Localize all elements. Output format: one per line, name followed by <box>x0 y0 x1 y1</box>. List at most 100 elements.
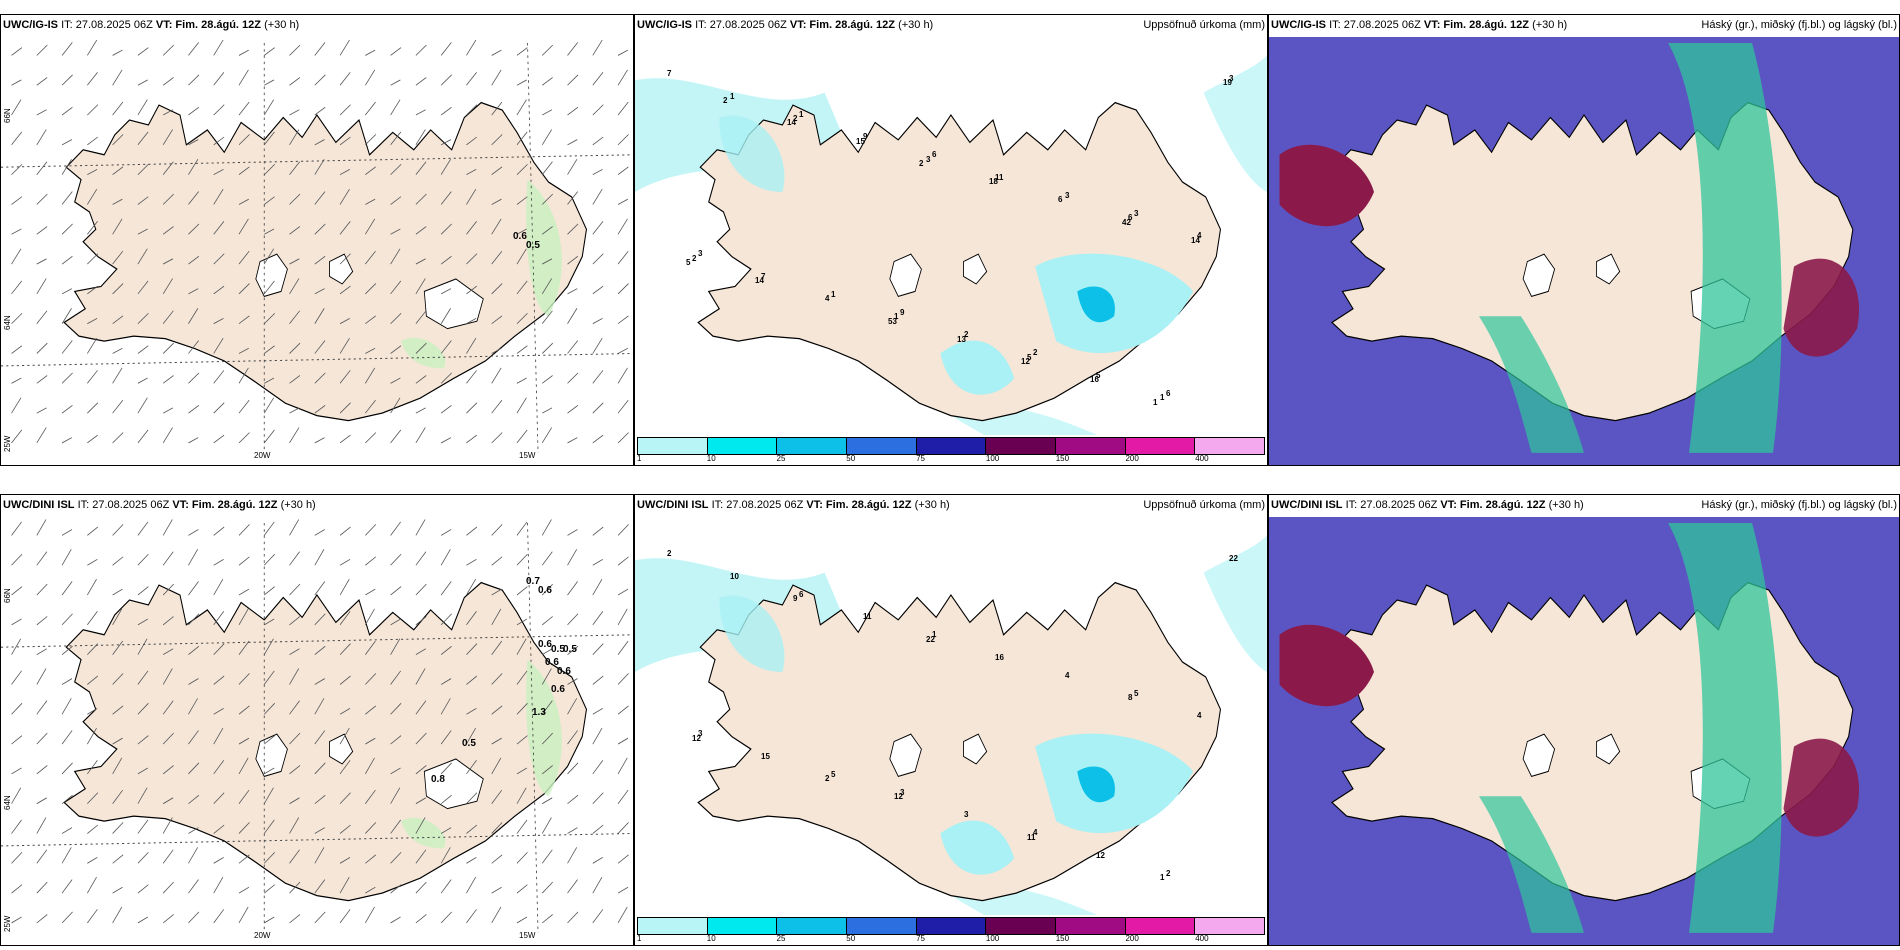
wind-barb <box>112 640 123 655</box>
wind-barb <box>112 315 124 325</box>
wind-barb <box>542 77 553 86</box>
model-name: UWC/DINI ISL <box>1271 499 1343 511</box>
wind-barb <box>61 581 73 596</box>
wind-barb <box>87 370 98 384</box>
wind-barb <box>188 879 199 894</box>
wind-barb <box>137 228 148 235</box>
wind-barb <box>592 610 604 626</box>
wind-barb <box>264 586 275 596</box>
wind-barb <box>263 819 275 834</box>
cloud-high-area <box>1279 144 1374 227</box>
legend-color-swatch <box>707 918 778 934</box>
wind-barb <box>390 916 401 924</box>
wind-barb <box>466 434 477 444</box>
precip-value-label: 2 <box>825 774 830 783</box>
wind-barb <box>617 757 628 775</box>
wind-barb <box>491 640 503 655</box>
panel-header: UWC/DINI ISL IT: 27.08.2025 06Z VT: Fim.… <box>1269 495 1899 520</box>
wind-barb <box>415 375 427 384</box>
wind-barb <box>617 315 629 325</box>
wind-barb <box>289 519 300 536</box>
wind-barb <box>516 248 527 265</box>
wind-barb <box>87 578 97 596</box>
precip-value-label: 7 <box>761 272 766 281</box>
wind-barb <box>491 166 503 176</box>
wind-barb <box>567 581 578 596</box>
wind-barb <box>466 824 478 834</box>
wind-barb <box>137 521 149 536</box>
wind-barb <box>61 139 72 146</box>
wind-barb <box>592 370 604 384</box>
wind-barb <box>11 521 22 536</box>
precip-value-label: 6 <box>799 590 804 599</box>
wind-barb <box>390 429 402 444</box>
wind-barb <box>516 735 528 745</box>
wind-barb <box>213 71 225 86</box>
wind-barb <box>188 340 199 354</box>
wind-barb <box>466 370 477 384</box>
wind-barb <box>592 857 603 864</box>
wind-barb <box>491 906 502 924</box>
wind-barb <box>339 285 351 295</box>
wind-barb <box>61 308 72 324</box>
wind-barb <box>87 876 97 894</box>
wind-barb <box>339 610 351 626</box>
wind-barb <box>390 521 401 536</box>
wind-barb <box>390 397 401 414</box>
wind-barb <box>415 817 426 834</box>
wind-barb <box>238 588 250 596</box>
wind-barb <box>213 188 224 205</box>
wind-barb <box>592 402 604 414</box>
wind-barb <box>61 74 73 86</box>
map-panel-wind: UWC/DINI ISL IT: 27.08.2025 06Z VT: Fim.… <box>0 494 634 946</box>
wind-barb <box>36 129 47 146</box>
wind-barb <box>112 198 123 205</box>
wind-barb <box>213 337 224 354</box>
map-panel-cloud: UWC/IG-IS IT: 27.08.2025 06Z VT: Fim. 28… <box>1268 14 1900 466</box>
wind-barb <box>137 702 149 715</box>
wind-barb <box>567 827 578 834</box>
wind-barb <box>112 283 124 295</box>
precip-value-label: 2 <box>692 254 697 263</box>
wind-barb <box>339 675 351 685</box>
precip-value-label: 3 <box>964 810 969 819</box>
legend-color-swatch <box>638 438 708 454</box>
wind-barb <box>36 407 47 414</box>
wind-barb <box>617 673 629 685</box>
map-canvas <box>635 535 1267 933</box>
wind-barb <box>314 794 326 805</box>
model-name: UWC/DINI ISL <box>637 499 709 511</box>
wind-barb <box>87 39 98 56</box>
wind-barb <box>213 824 225 834</box>
wind-barb <box>491 399 503 414</box>
wind-barb <box>440 372 452 384</box>
wind-barb <box>162 849 174 864</box>
wind-barb <box>542 258 553 265</box>
wind-barb <box>516 586 528 596</box>
precip-value-label: 13 <box>957 335 966 344</box>
lat-label: 66N <box>3 588 12 603</box>
wind-barb <box>466 675 478 685</box>
wind-barb <box>415 648 427 656</box>
graticule-line <box>527 522 539 933</box>
wind-barb <box>213 526 225 536</box>
wind-barb <box>390 553 402 566</box>
wind-barb <box>162 797 174 805</box>
wind-barb <box>137 735 149 745</box>
wind-barb <box>542 342 554 354</box>
lead-time: (+30 h) <box>898 19 934 31</box>
wind-barb <box>516 819 528 834</box>
wind-barb <box>61 191 73 205</box>
wind-barb <box>491 198 502 205</box>
wind-value-label: 0.5 <box>462 738 476 749</box>
wind-barb <box>213 168 224 176</box>
wind-barb <box>339 221 351 235</box>
precip-value-label: 19 <box>1223 78 1232 87</box>
wind-barb <box>61 698 72 715</box>
wind-barb <box>162 817 173 834</box>
wind-barb <box>365 218 376 235</box>
wind-barb <box>491 886 502 894</box>
glacier-outline <box>963 253 988 285</box>
wind-barb <box>617 588 629 596</box>
glacier-outline <box>423 278 484 330</box>
